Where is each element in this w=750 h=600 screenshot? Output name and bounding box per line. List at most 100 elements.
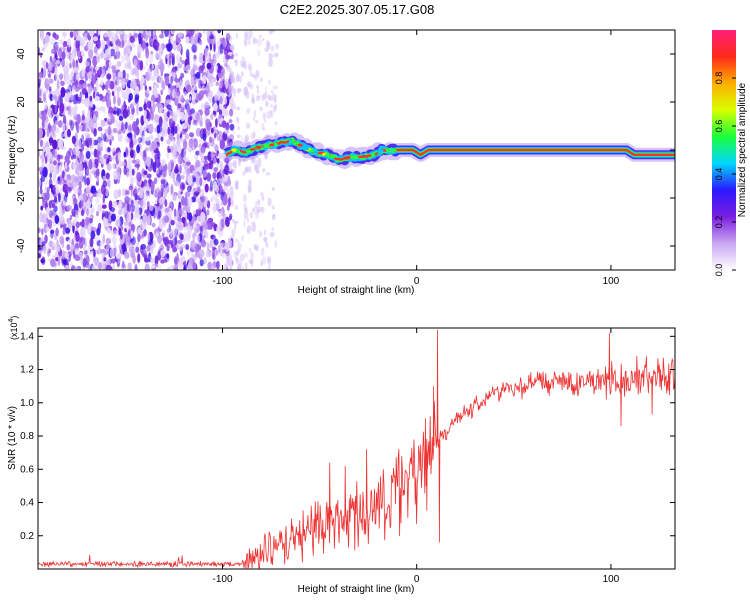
noise-speckle [263,229,266,236]
noise-speckle [265,41,271,48]
noise-speckle [109,207,116,212]
noise-speckle [141,135,146,145]
noise-speckle [213,51,218,61]
noise-speckle [51,215,55,224]
snr-frame [37,327,676,570]
noise-speckle [265,100,269,108]
noise-speckle [69,62,72,69]
noise-speckle [198,165,203,174]
noise-speckle [113,110,117,115]
noise-speckle [38,167,44,172]
noise-speckle [122,260,125,268]
noise-speckle [41,119,45,129]
noise-speckle [120,82,126,89]
noise-speckle [262,127,266,131]
noise-speckle [61,249,65,260]
noise-speckle [247,41,252,45]
y-tick-label: 0.2 [20,531,34,542]
snr-background [38,328,675,569]
noise-speckle [90,230,96,240]
noise-speckle [191,251,194,260]
noise-speckle [38,71,43,78]
noise-speckle [49,37,55,45]
noise-speckle [76,122,80,134]
noise-speckle [98,106,104,112]
noise-speckle [229,108,234,117]
noise-speckle [188,138,194,149]
noise-speckle [98,262,102,270]
noise-speckle [212,61,216,67]
noise-speckle [247,186,253,192]
noise-speckle [178,246,183,252]
noise-speckle [61,122,66,132]
noise-speckle [185,161,191,166]
noise-speckle [266,256,272,264]
noise-speckle [164,237,169,247]
noise-speckle [127,203,131,213]
noise-speckle [186,229,190,241]
noise-speckle [164,207,170,213]
noise-speckle [172,113,178,122]
noise-speckle [271,187,275,191]
noise-speckle [62,200,66,206]
noise-speckle [212,172,217,180]
noise-speckle [243,61,247,70]
noise-speckle [39,52,43,58]
noise-speckle [228,256,232,267]
noise-speckle [116,30,122,34]
colorbar-tick-label: 0.8 [714,72,724,85]
noise-speckle [189,96,192,101]
noise-speckle [252,97,255,104]
noise-speckle [261,247,265,256]
noise-speckle [248,30,253,39]
spectrogram-xlabel: Height of straight line (km) [298,285,415,296]
noise-speckle [70,155,74,160]
noise-speckle [236,73,240,82]
noise-speckle [229,44,235,51]
noise-speckle [105,172,110,180]
noise-speckle [73,176,79,183]
noise-speckle [247,63,252,71]
noise-speckle [93,127,97,137]
noise-speckle [83,161,87,168]
noise-speckle [104,128,108,134]
noise-speckle [84,32,88,42]
noise-speckle [38,46,41,56]
noise-speckle [184,133,190,140]
noise-speckle [41,61,46,66]
noise-speckle [212,180,218,191]
noise-speckle [142,30,147,39]
noise-speckle [45,78,51,84]
noise-speckle [244,37,248,47]
noise-speckle [148,188,151,198]
noise-speckle [240,253,245,261]
noise-speckle [145,34,149,42]
noise-speckle [127,132,133,138]
noise-speckle [199,52,202,63]
trace-blob [329,155,336,159]
noise-speckle [52,123,57,133]
noise-speckle [173,247,178,253]
noise-speckle [150,243,154,254]
noise-speckle [257,49,261,57]
noise-speckle [70,94,74,101]
noise-speckle [51,202,55,209]
noise-speckle [170,76,174,85]
noise-speckle [86,254,90,266]
noise-speckle [158,116,163,127]
noise-speckle [167,126,171,135]
noise-speckle [42,92,47,103]
noise-speckle [65,72,70,81]
noise-speckle [222,54,226,64]
noise-speckle [231,200,234,207]
noise-speckle [193,172,198,177]
snr-series-line [38,329,675,569]
noise-speckle [59,102,65,114]
noise-speckle [268,79,271,85]
noise-speckle [118,244,122,250]
noise-speckle [245,122,251,129]
noise-speckle [184,220,188,229]
noise-speckle [231,88,236,94]
noise-speckle [161,30,164,36]
trace-blob [288,139,293,143]
